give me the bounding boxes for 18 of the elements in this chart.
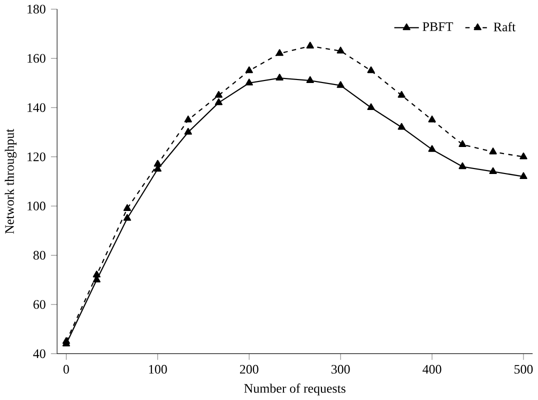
y-tick-label: 60 (33, 300, 46, 309)
y-tick-label: 40 (33, 349, 46, 358)
legend-label: PBFT (422, 22, 454, 31)
y-axis-title: Network throughput (4, 128, 17, 234)
y-tick-label: 160 (28, 54, 46, 63)
y-tick-label: 80 (33, 250, 46, 260)
y-tick-label: 120 (28, 152, 46, 162)
y-tick-label: 100 (28, 202, 46, 210)
x-tick-label: 400 (422, 364, 442, 374)
x-tick-label: 0 (64, 364, 69, 374)
x-axis-title: Number of requests (244, 383, 346, 396)
x-tick-label: 200 (240, 364, 258, 374)
y-tick-label: 140 (28, 103, 46, 112)
x-tick-label: 100 (149, 364, 167, 374)
y-tick-label: 180 (28, 4, 46, 14)
x-tick-label: 300 (331, 364, 350, 374)
legend-label: Raft (494, 22, 516, 32)
x-tick-label: 500 (514, 364, 533, 374)
